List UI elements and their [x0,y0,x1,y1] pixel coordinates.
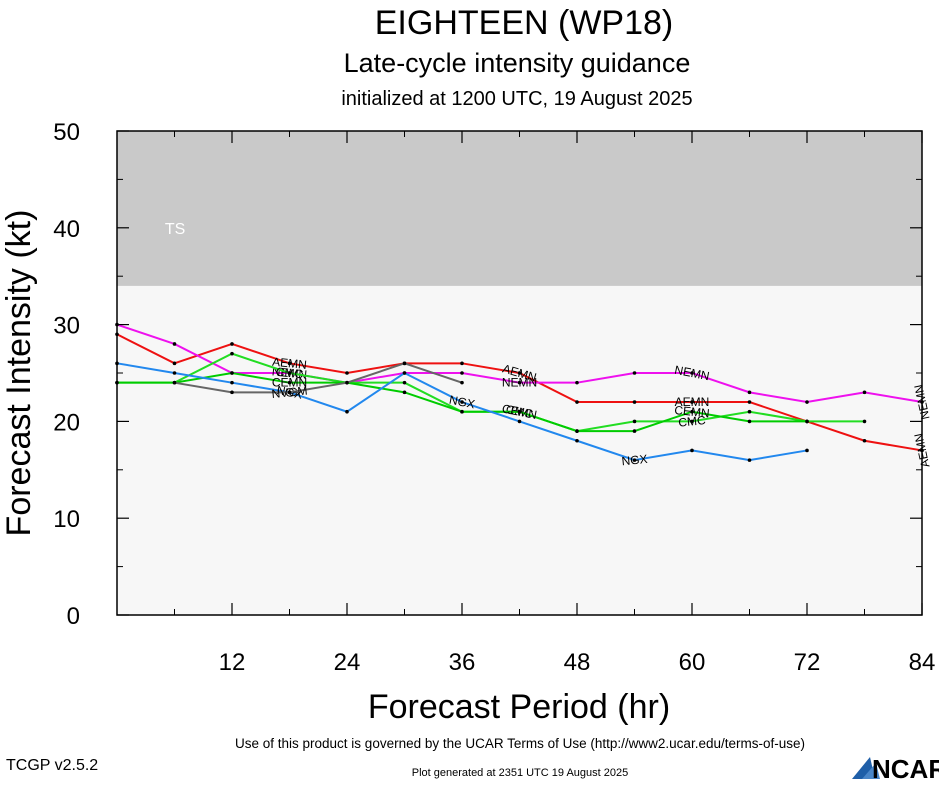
data-point [805,448,809,453]
x-tick-label: 12 [219,649,246,676]
data-point [862,419,867,424]
data-point [690,448,694,453]
y-tick-label: 0 [67,603,80,630]
data-point [402,371,407,375]
series-nvgm: NVGM [172,361,464,402]
x-tick-label: 72 [794,649,821,676]
data-point [632,419,637,424]
data-point [690,371,694,375]
series-line [174,362,463,394]
x-tick-label: 84 [909,649,936,676]
data-point [287,371,292,375]
data-point [345,409,349,414]
data-point [690,400,694,404]
series-label: CEMN [501,401,538,422]
data-point [747,390,752,395]
x-tick-label: 48 [564,649,591,676]
ncar-logo-text: NCAR [872,754,939,780]
data-point [402,361,407,366]
x-tick-label: 60 [679,649,706,676]
data-point [402,390,407,395]
x-axis-label: Forecast Period (hr) [368,688,670,726]
plot-generated: Plot generated at 2351 UTC 19 August 202… [412,767,629,779]
data-point [172,380,177,385]
series-label: CMC [275,365,304,382]
series-label: NEMN [673,363,710,384]
data-point [805,419,809,424]
series-label: AEMN [272,355,308,372]
series-label: CMC [678,413,707,430]
series-label: CEMN [674,403,711,420]
data-point [172,371,177,375]
series-label: CEMN [272,376,307,390]
data-point [517,380,522,385]
data-point [287,380,292,385]
data-point [862,438,867,443]
data-point [632,371,637,375]
chart-title: EIGHTEEN (WP18) [375,4,673,42]
y-tick-label: 20 [53,409,80,436]
series-label: NGX [621,452,648,469]
ncar-logo: NCAR [852,754,939,784]
data-point [690,409,694,414]
version-label: TCGP v2.5.2 [6,757,98,774]
series-label: NGX [448,393,476,412]
chart-subtitle: Late-cycle intensity guidance [344,48,691,78]
y-tick-label: 10 [53,506,80,533]
data-point [632,458,637,462]
data-point [230,351,234,356]
data-point [747,400,752,404]
data-point [460,409,464,414]
data-point [460,361,464,366]
data-point [690,419,694,424]
data-point [517,409,522,414]
data-point [632,429,637,433]
data-point [517,371,522,375]
data-point [230,342,234,346]
data-point [402,380,407,385]
data-point [345,380,349,385]
data-point [517,419,522,424]
data-point [287,390,292,395]
x-tick-label: 24 [334,649,361,676]
y-axis-label: Forecast Intensity (kt) [0,210,38,537]
data-point [575,400,579,404]
series-label: NVGM [271,384,308,402]
ts-band [117,131,922,286]
data-point [460,371,464,375]
data-point [460,400,464,404]
data-point [862,390,867,395]
terms-of-use: Use of this product is governed by the U… [235,736,805,751]
y-tick-label: 30 [53,313,80,340]
tick-layer: 12 24 36 48 60 72 84 0 10 20 30 40 50 [53,119,935,676]
data-point [172,342,177,346]
data-point [460,380,464,385]
data-point [805,400,809,404]
data-point [287,361,292,366]
data-point [575,429,579,433]
data-point [230,371,234,375]
data-point [230,390,234,395]
data-point [575,438,579,443]
data-point [172,361,177,366]
data-point [747,458,752,462]
data-point [747,409,752,414]
series-cemn: CEMN CEMN CEMN [115,371,809,433]
data-point [230,380,234,385]
y-tick-label: 50 [53,119,80,146]
series-label: AEMN [675,395,710,409]
series-label: NEMN [502,376,537,390]
init-time: initialized at 1200 UTC, 19 August 2025 [341,88,692,110]
y-tick-label: 40 [53,216,80,243]
data-point [345,371,349,375]
data-point [575,380,579,385]
ts-band-label: TS [165,221,185,238]
data-point [747,419,752,424]
data-point [632,400,637,404]
x-tick-label: 36 [449,649,476,676]
